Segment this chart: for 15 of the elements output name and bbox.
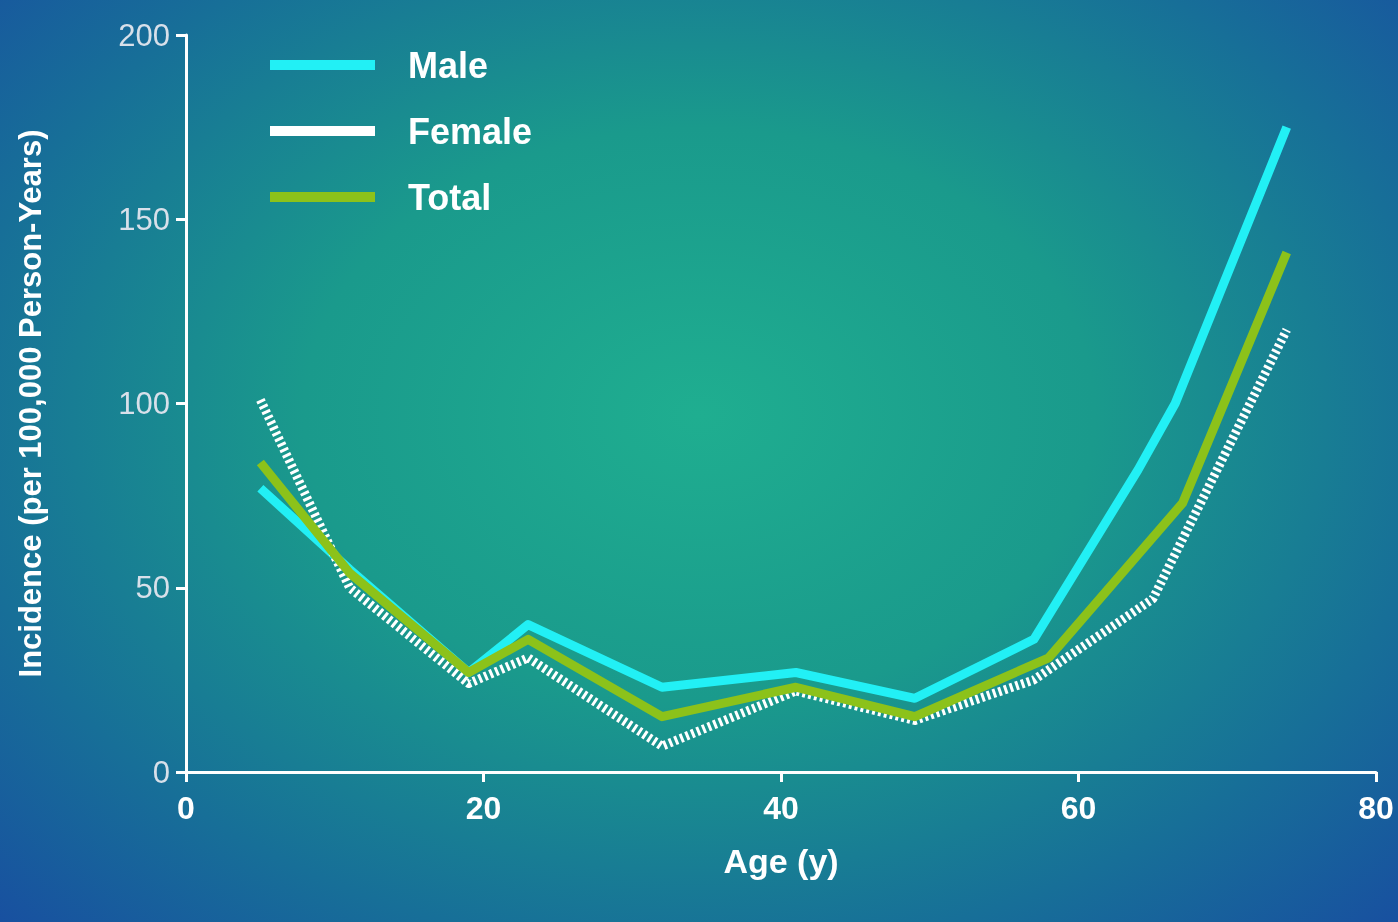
y-tick-label: 50	[135, 570, 170, 606]
x-tick-label: 40	[763, 790, 799, 826]
legend-label: Female	[408, 110, 533, 152]
x-tick-label: 20	[465, 790, 502, 826]
y-tick-label: 150	[118, 201, 170, 237]
y-tick-label: 0	[152, 754, 170, 790]
x-axis-title: Age (y)	[723, 842, 839, 880]
y-tick-label: 200	[118, 17, 170, 53]
legend-label: Male	[408, 44, 489, 86]
legend-label: Total	[408, 176, 492, 218]
x-tick-label: 0	[177, 790, 195, 826]
x-tick-label: 80	[1358, 790, 1394, 826]
y-tick-label: 100	[118, 386, 170, 421]
x-tick-label: 60	[1060, 790, 1097, 826]
y-axis-title: Incidence (per 100,000 Person-Years)	[13, 129, 48, 678]
